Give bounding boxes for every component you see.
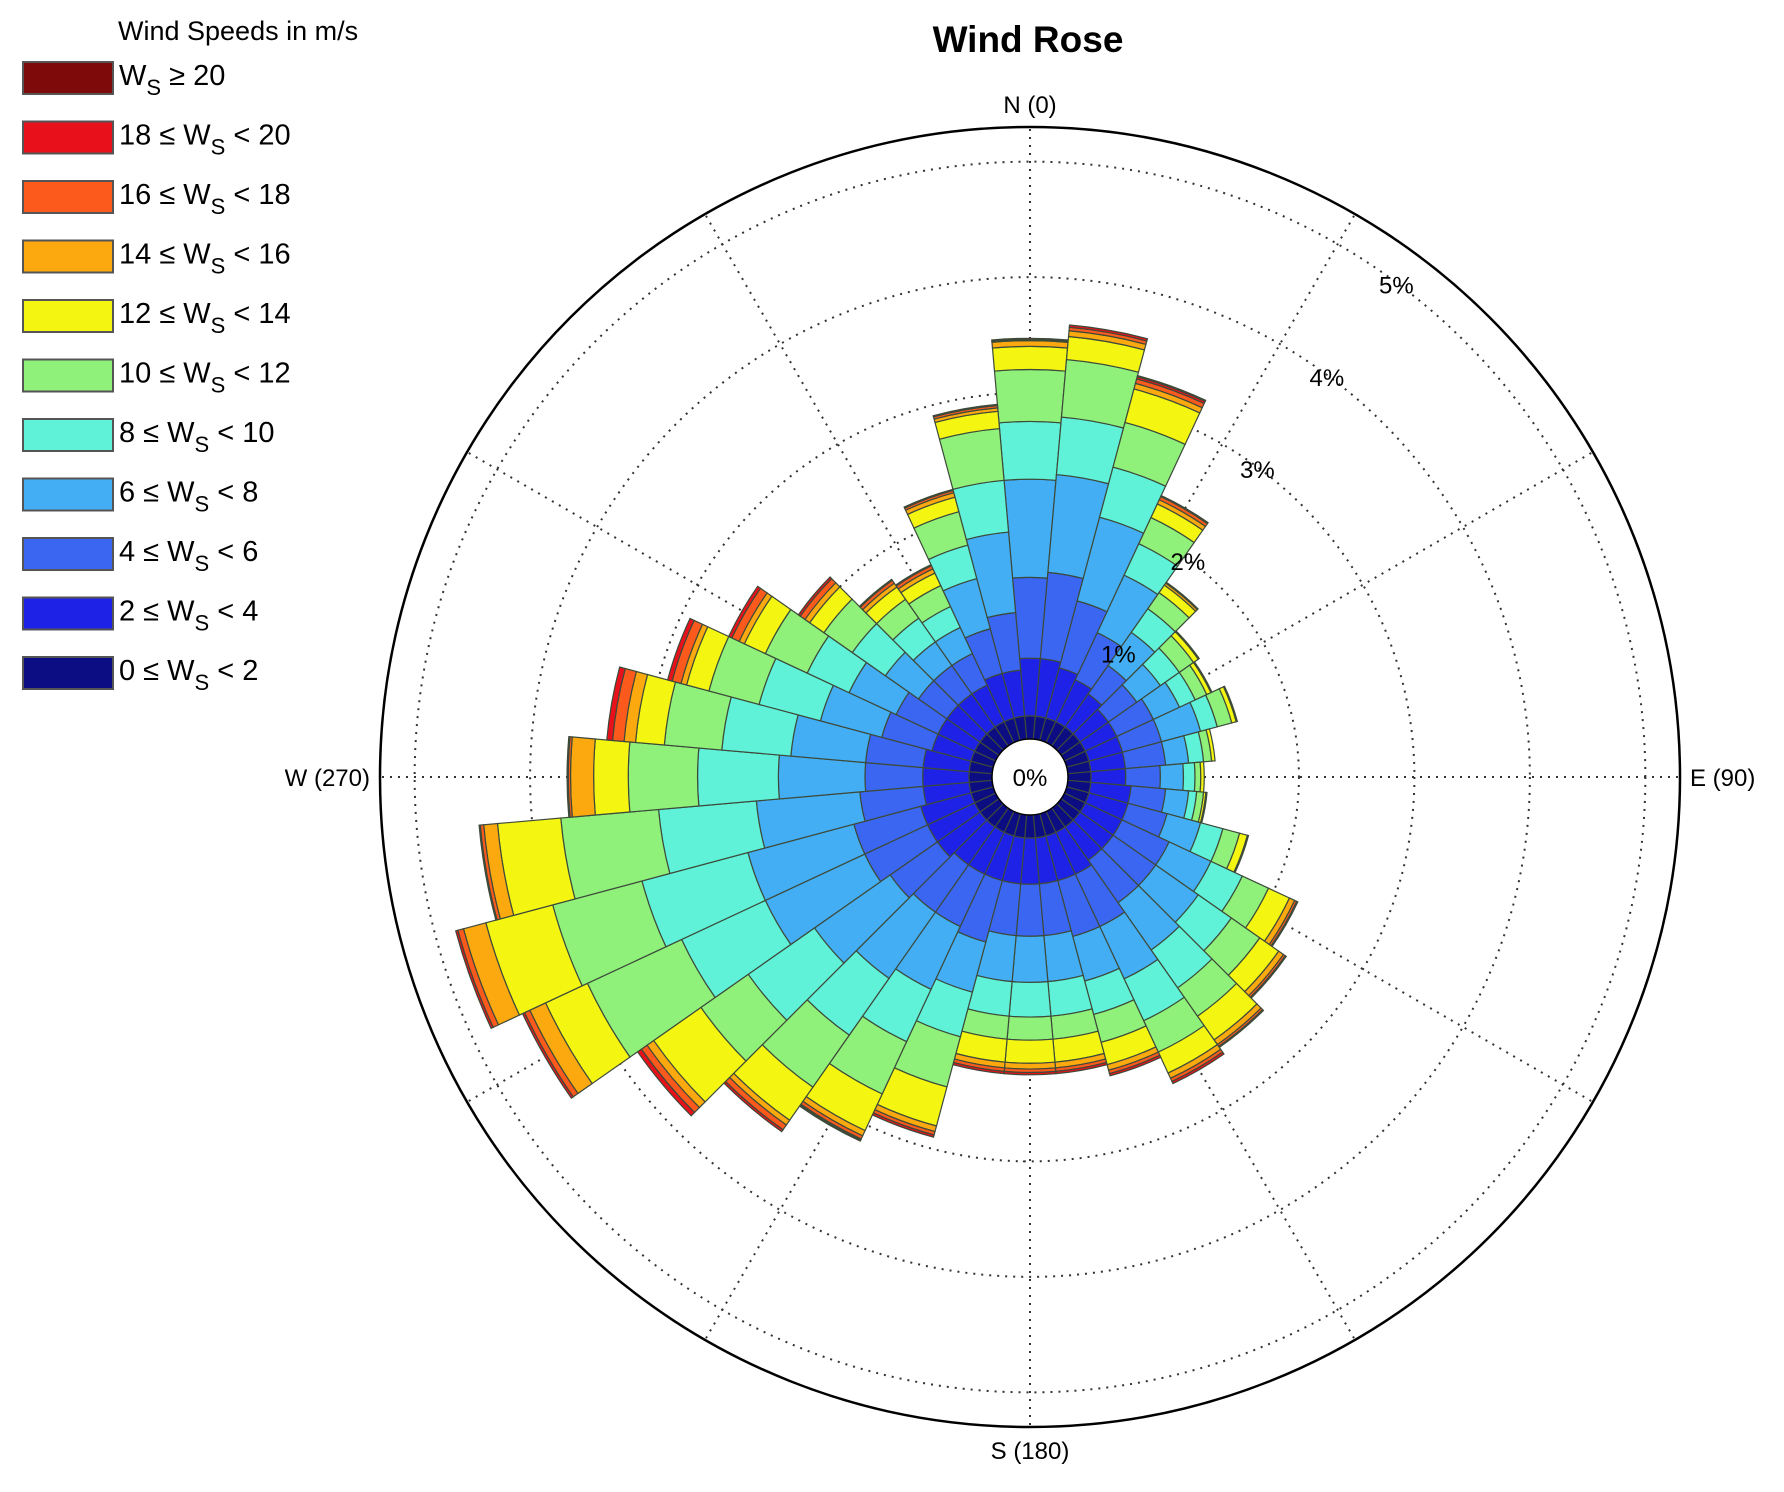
grid-ring-2	[760, 507, 1300, 1047]
sector-50-bin-7	[1174, 630, 1201, 661]
legend-label-1: 18 ≤ WS < 20	[119, 120, 291, 160]
sector-270-bin-4	[696, 747, 780, 807]
legend-swatch-5	[22, 358, 114, 393]
sector-10-bin-9	[1068, 324, 1149, 342]
sector-90-bin-6	[1199, 761, 1205, 793]
sector-310-bin-9	[797, 576, 833, 617]
sector-90-bin-5	[1193, 761, 1202, 793]
sector-160-bin-9	[1108, 1054, 1162, 1077]
ring-label-2: 2%	[1171, 549, 1206, 576]
sector-350-bin-5	[938, 427, 1005, 491]
sector-260-bin-9	[478, 824, 498, 921]
legend-label-8: 4 ≤ WS < 6	[119, 536, 258, 576]
legend-label-3: 14 ≤ WS < 16	[119, 239, 291, 279]
grid-spoke-300	[466, 451, 998, 759]
grid-spoke-330	[704, 213, 1012, 745]
wind-sectors	[454, 324, 1299, 1142]
sector-250-bin-9	[454, 929, 495, 1030]
grid-spoke-30	[1048, 213, 1356, 745]
sector-0-bin-4	[998, 420, 1062, 481]
center-hole	[991, 738, 1069, 816]
legend-swatch-9	[22, 596, 114, 631]
sector-20-bin-10	[1136, 374, 1207, 403]
legend-swatch-7	[22, 477, 114, 512]
ring-label-1: 1%	[1101, 641, 1136, 668]
direction-label-0: N (0)	[1003, 92, 1056, 119]
sector-300-bin-9	[727, 585, 762, 639]
legend-swatch-0	[22, 61, 114, 95]
sector-40-bin-8	[1164, 581, 1199, 611]
legend-label-2: 16 ≤ WS < 18	[119, 179, 291, 219]
outer-ring	[378, 125, 1682, 1429]
grid-spoke-150	[1048, 809, 1356, 1341]
ring-label-3: 3%	[1240, 457, 1275, 484]
sector-180-bin-5	[1006, 1015, 1054, 1041]
legend-swatch-4	[22, 299, 114, 333]
sector-270-bin-7	[569, 736, 596, 818]
legend-title: Wind Speeds in m/s	[118, 16, 358, 46]
grid-spoke-60	[1062, 451, 1594, 759]
direction-label-270: W (270)	[285, 765, 370, 792]
legend-swatch-2	[22, 180, 114, 214]
sector-180-bin-6	[1004, 1038, 1056, 1064]
sector-80-bin-6	[1205, 728, 1216, 762]
legend-label-4: 12 ≤ WS < 14	[119, 298, 291, 338]
ring-label-5: 5%	[1379, 273, 1414, 300]
axis-labels: 0% 1% 2% 3% 4% 5% N (0) E (90) S (180) W (270)	[285, 92, 1756, 1465]
legend-label-9: 2 ≤ WS < 4	[119, 596, 258, 636]
ring-label-0: 0%	[1013, 765, 1048, 792]
sector-180-bin-4	[1008, 981, 1052, 1018]
sector-0-bin-6	[991, 345, 1069, 372]
grid-ring-3	[644, 391, 1416, 1163]
sector-270-bin-5	[627, 741, 700, 813]
legend-swatch-6	[22, 418, 114, 452]
chart-title: Wind Rose	[933, 19, 1124, 60]
sector-320-bin-9	[858, 578, 894, 609]
sector-90-bin-4	[1182, 761, 1196, 793]
sector-150-bin-9	[1171, 1051, 1225, 1085]
legend-label-6: 8 ≤ WS < 10	[119, 417, 275, 457]
direction-label-90: E (90)	[1690, 765, 1755, 792]
sector-70-bin-7	[1222, 685, 1239, 723]
sector-30-bin-9	[1159, 494, 1209, 525]
legend-swatch-10	[22, 656, 114, 690]
sector-290-bin-9	[666, 617, 695, 682]
legend-swatch-1	[22, 120, 114, 155]
sector-350-bin-9	[932, 403, 999, 418]
legend: Wind Speeds in m/s WS ≥ 20 18 ≤ WS < 20 16 …	[22, 16, 358, 695]
legend-swatch-8	[22, 537, 114, 571]
legend-swatch-3	[22, 239, 114, 274]
legend-label-5: 10 ≤ WS < 12	[119, 358, 291, 398]
sector-90-bin-2	[1124, 764, 1161, 790]
grid-spoke-120	[1062, 795, 1594, 1103]
legend-label-10: 0 ≤ WS < 2	[119, 655, 258, 695]
sector-90-bin-3	[1159, 762, 1185, 792]
ring-label-4: 4%	[1309, 365, 1344, 392]
legend-label-7: 6 ≤ WS < 8	[119, 477, 258, 517]
sector-270-bin-9	[566, 736, 571, 818]
legend-label-0: WS ≥ 20	[119, 60, 225, 100]
sector-270-bin-6	[593, 738, 631, 816]
sector-180-bin-3	[1011, 934, 1049, 984]
sector-280-bin-9	[606, 666, 626, 742]
direction-label-180: S (180)	[991, 1438, 1070, 1465]
grid-ring-4	[529, 276, 1531, 1278]
sector-0-bin-5	[993, 368, 1067, 424]
